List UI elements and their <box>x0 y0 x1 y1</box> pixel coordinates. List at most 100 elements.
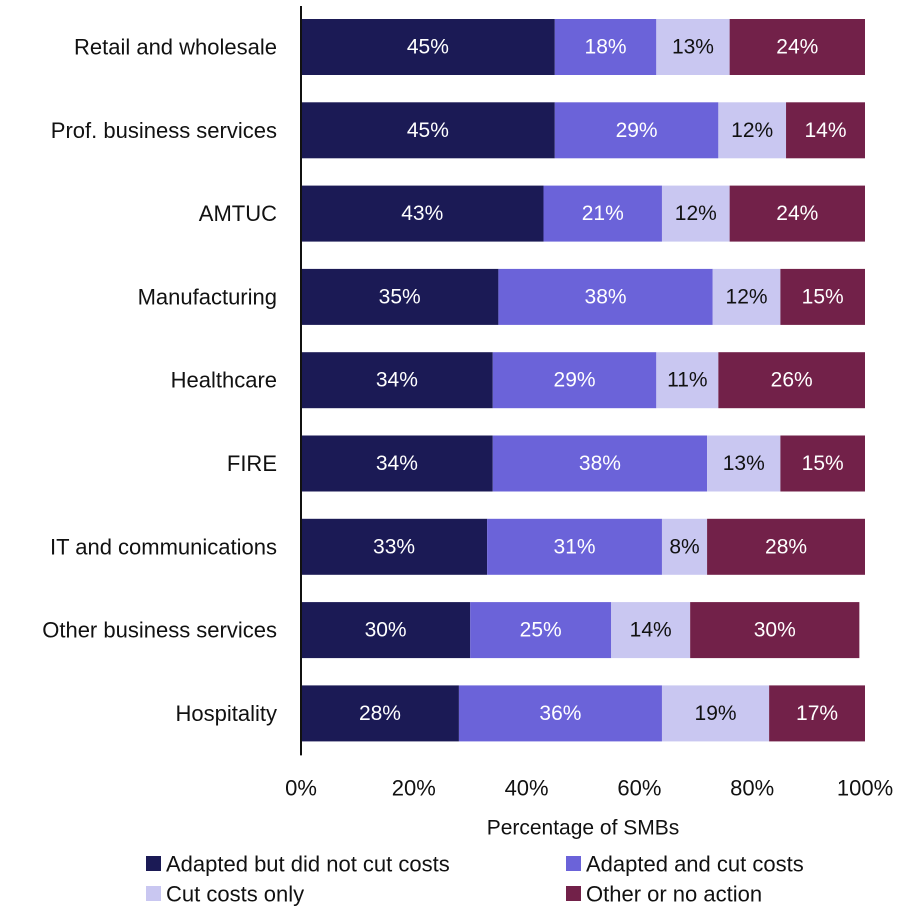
bar-segment <box>301 685 459 742</box>
x-tick-label: 60% <box>617 776 661 801</box>
data-label: 14% <box>630 619 672 642</box>
data-label: 21% <box>582 202 624 225</box>
data-label: 18% <box>585 36 627 59</box>
bar-segment <box>301 602 471 659</box>
data-label: 34% <box>376 369 418 392</box>
x-tick-label: 20% <box>392 776 436 801</box>
data-label: 12% <box>726 285 768 308</box>
category-label: FIRE <box>227 451 277 476</box>
bar-segment <box>543 185 662 242</box>
data-label: 25% <box>520 619 562 642</box>
bar-segment <box>492 352 657 409</box>
legend-label: Other or no action <box>586 882 762 907</box>
data-labels-layer: 45% 18% 13% 24% 45% 29% 12% 14% 43% 21% 12% 24% 35% 3… <box>359 36 847 725</box>
data-label: 38% <box>579 452 621 475</box>
bar-segment <box>470 602 612 659</box>
bar-segment <box>301 185 544 242</box>
category-label: Manufacturing <box>138 284 277 309</box>
data-label: 28% <box>359 702 401 725</box>
x-tick-label: 0% <box>285 776 317 801</box>
legend-label: Adapted and cut costs <box>586 852 804 877</box>
bar-segment <box>301 19 555 75</box>
category-label: Retail and wholesale <box>74 35 277 60</box>
data-label: 30% <box>365 619 407 642</box>
bar-segment <box>301 268 499 325</box>
data-label: 17% <box>796 702 838 725</box>
data-label: 29% <box>616 119 658 142</box>
category-label: Healthcare <box>171 368 277 393</box>
data-label: 43% <box>401 202 443 225</box>
bar-segment <box>707 435 781 492</box>
data-label: 15% <box>802 285 844 308</box>
legend-label: Cut costs only <box>166 882 304 907</box>
category-label: Hospitality <box>176 701 277 726</box>
data-label: 12% <box>731 119 773 142</box>
bar-segment <box>661 518 708 575</box>
bar-segment <box>301 352 493 409</box>
data-label: 45% <box>407 36 449 59</box>
legend-label: Adapted but did not cut costs <box>166 852 450 877</box>
bar-segment <box>729 19 865 75</box>
data-label: 31% <box>554 535 596 558</box>
bar-segment <box>718 352 865 409</box>
category-label: AMTUC <box>199 201 277 226</box>
bar-segment <box>487 518 662 575</box>
legend-swatch <box>566 886 581 901</box>
bar-segment <box>498 268 713 325</box>
bar-segment <box>707 518 865 575</box>
bar-segment <box>718 102 787 159</box>
bar-segment <box>690 602 860 659</box>
legend-swatch <box>146 886 161 901</box>
bar-segment <box>769 685 865 742</box>
legend-swatch <box>146 856 161 871</box>
bar-segment <box>301 518 488 575</box>
data-label: 45% <box>407 119 449 142</box>
data-label: 35% <box>379 285 421 308</box>
data-label: 30% <box>754 619 796 642</box>
bar-segment <box>712 268 781 325</box>
legend: Adapted but did not cut costs Adapted and… <box>146 852 804 907</box>
data-label: 29% <box>554 369 596 392</box>
x-tick-label: 40% <box>505 776 549 801</box>
data-label: 19% <box>695 702 737 725</box>
bar-segment <box>492 435 708 492</box>
bar-segment <box>554 19 657 75</box>
data-label: 36% <box>539 702 581 725</box>
x-tick-label: 100% <box>837 776 893 801</box>
data-label: 34% <box>376 452 418 475</box>
x-tick-labels: 0% 20% 40% 60% 80% 100% <box>285 776 893 801</box>
data-label: 24% <box>776 36 818 59</box>
data-label: 14% <box>805 119 847 142</box>
bar-segment <box>611 602 691 659</box>
data-label: 13% <box>672 36 714 59</box>
bar-segment <box>301 102 555 159</box>
bar-segment <box>780 268 865 325</box>
data-label: 8% <box>669 535 699 558</box>
data-label: 38% <box>585 285 627 308</box>
category-label: Other business services <box>42 618 277 643</box>
bar-segment <box>656 352 719 409</box>
data-label: 33% <box>373 535 415 558</box>
data-label: 15% <box>802 452 844 475</box>
x-tick-label: 80% <box>730 776 774 801</box>
data-label: 28% <box>765 535 807 558</box>
category-label: IT and communications <box>50 534 277 559</box>
bar-segment <box>458 685 662 742</box>
data-label: 12% <box>675 202 717 225</box>
bar-segment <box>656 19 730 75</box>
data-label: 24% <box>776 202 818 225</box>
x-axis-title: Percentage of SMBs <box>487 817 680 840</box>
category-label: Prof. business services <box>51 118 277 143</box>
data-label: 13% <box>723 452 765 475</box>
bar-segment <box>786 102 865 159</box>
bar-segment <box>301 435 493 492</box>
category-labels-layer: Retail and wholesale Prof. business servi… <box>42 35 277 726</box>
data-label: 26% <box>771 369 813 392</box>
bar-segment <box>661 185 730 242</box>
bar-segment <box>780 435 865 492</box>
bar-segment <box>661 685 770 742</box>
legend-swatch <box>566 856 581 871</box>
bar-segment <box>729 185 865 242</box>
bars-layer <box>301 19 865 742</box>
